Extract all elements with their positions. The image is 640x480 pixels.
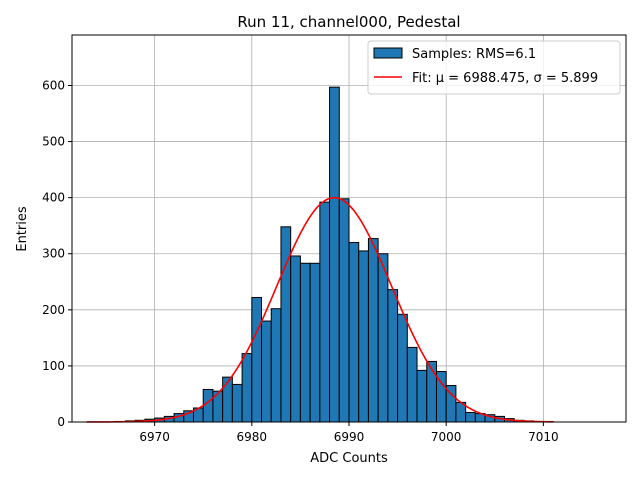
histogram-bar [406,346,418,423]
chart-title: Run 11, channel000, Pedestal [237,13,460,31]
fit-curve [86,196,554,423]
histogram-bar [309,262,321,423]
histogram-bar [299,262,311,423]
histogram-bar [358,250,369,423]
y-tick-label: 500 [42,135,65,149]
x-tick-label: 6970 [139,430,170,444]
y-tick-label: 100 [42,359,65,373]
legend-label-fit: Fit: μ = 6988.475, σ = 5.899 [412,71,598,86]
histogram-bar [367,238,379,423]
y-tick-label: 300 [42,247,65,261]
legend-swatch-samples [373,47,403,59]
histogram-bar [251,296,263,423]
histogram-bar [319,201,331,423]
histogram-bars [115,86,554,423]
histogram-bar [465,411,476,423]
y-axis-label: Entries [15,206,30,252]
y-axis-ticks: 0 100 200 300 400 500 600 [42,78,72,429]
histogram-bar [290,255,301,423]
histogram-bar [231,383,243,423]
histogram-bar [261,320,272,423]
histogram-bar [397,313,408,423]
y-tick-label: 600 [42,78,65,92]
x-tick-label: 7000 [431,430,462,444]
y-tick-label: 0 [57,415,65,429]
histogram-bar [222,376,233,423]
y-tick-label: 400 [42,191,65,205]
x-axis-ticks: 6970 6980 6990 7000 7010 [139,422,559,444]
y-tick-label: 200 [42,303,65,317]
x-tick-label: 7010 [528,430,559,444]
histogram-bar [270,308,282,423]
histogram-bar [377,253,389,423]
histogram-bar [338,198,350,423]
x-tick-label: 6980 [237,430,268,444]
x-axis-label: ADC Counts [310,451,388,466]
x-tick-label: 6990 [334,430,365,444]
histogram-bar [202,388,214,423]
legend: Samples: RMS=6.1 Fit: μ = 6988.475, σ = … [367,40,621,95]
histogram-bar [329,86,340,423]
histogram-bar [387,289,399,423]
legend-label-samples: Samples: RMS=6.1 [412,47,536,62]
legend-box [367,40,621,95]
histogram-bar [348,242,360,423]
histogram-bar [416,369,428,423]
histogram-bar [241,353,253,423]
